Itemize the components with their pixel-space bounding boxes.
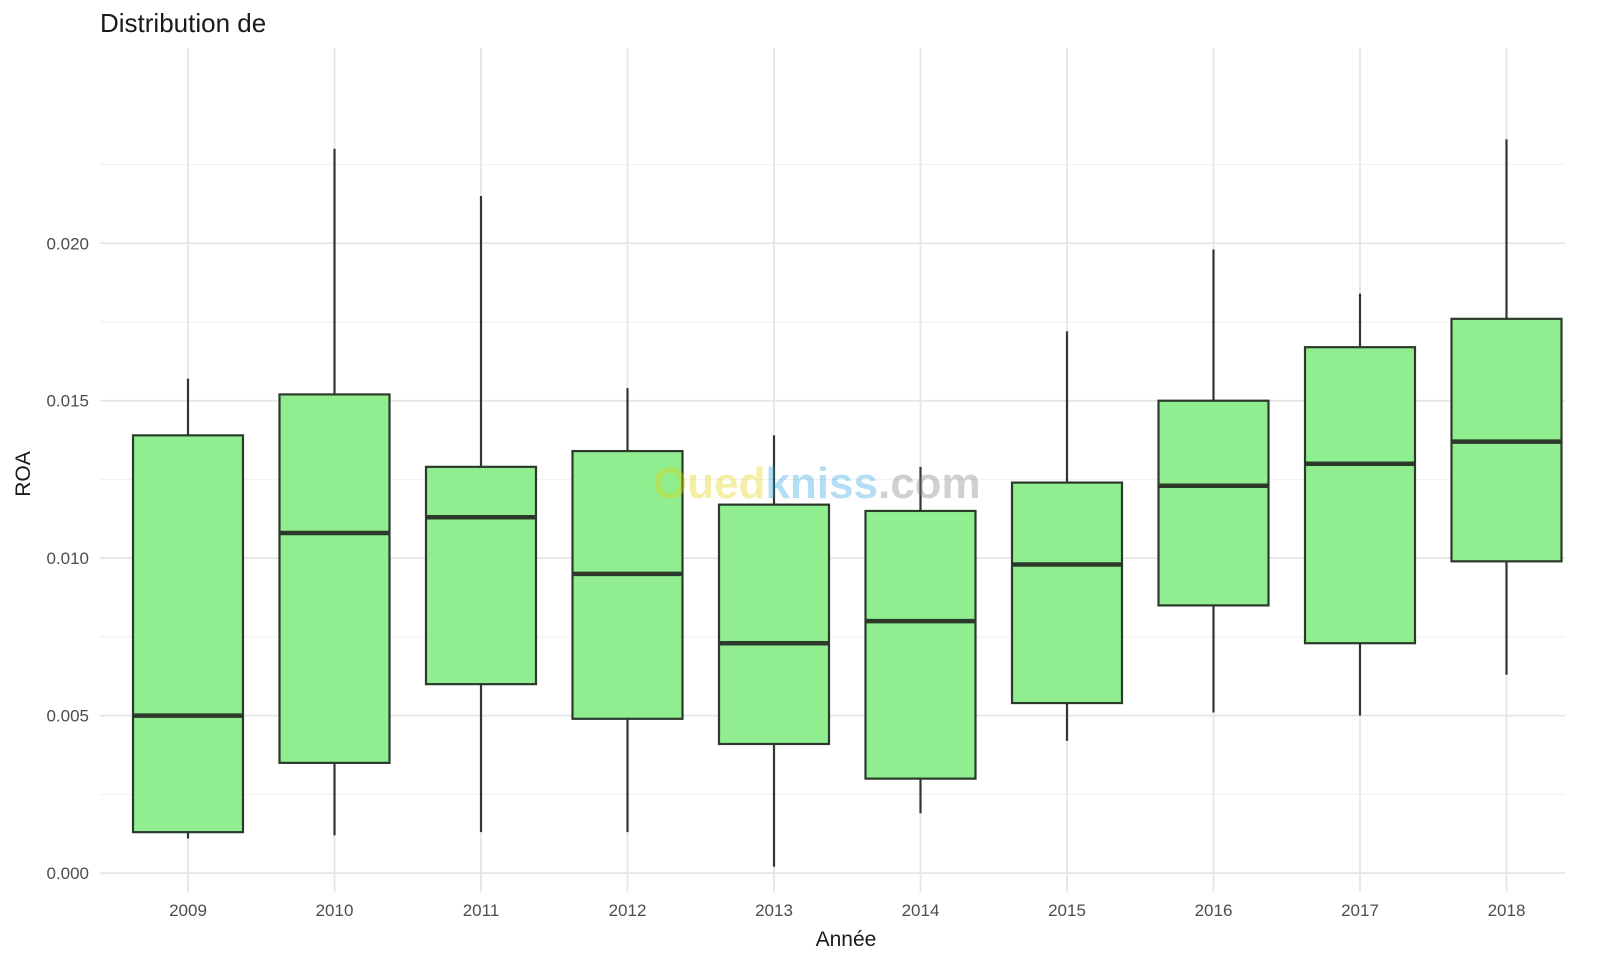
chart-title: Distribution de	[100, 8, 266, 38]
boxes-layer	[131, 139, 1563, 867]
x-tick-label: 2015	[1048, 901, 1086, 920]
box-2010	[278, 148, 391, 836]
box-body	[717, 503, 831, 746]
tick-labels: 0.000 0.005 0.010 0.015 0.020 2009 2010 2011 201…	[46, 234, 1525, 920]
box-2012	[571, 388, 684, 833]
box-body	[1303, 346, 1417, 645]
y-axis-title: ROA	[12, 451, 35, 497]
y-tick-label: 0.020	[46, 234, 89, 253]
box-2009	[131, 378, 245, 839]
y-tick-label: 0.005	[46, 707, 89, 726]
box-body	[278, 393, 391, 764]
box-body	[1157, 399, 1270, 607]
x-tick-label: 2009	[169, 901, 207, 920]
x-tick-label: 2013	[755, 901, 793, 920]
box-2015	[1010, 331, 1124, 741]
box-2013	[717, 435, 831, 867]
x-tick-label: 2017	[1341, 901, 1379, 920]
box-2014	[864, 466, 977, 814]
box-2018	[1450, 139, 1563, 675]
x-tick-label: 2016	[1195, 901, 1233, 920]
watermark-part-2: kniss	[765, 459, 878, 508]
box-2016	[1157, 249, 1270, 713]
x-tick-label: 2014	[902, 901, 940, 920]
x-tick-label: 2018	[1488, 901, 1526, 920]
y-tick-label: 0.000	[46, 864, 89, 883]
x-tick-label: 2010	[316, 901, 354, 920]
box-body	[1010, 481, 1124, 705]
box-2011	[424, 196, 538, 833]
x-axis-title: Année	[816, 928, 877, 951]
y-tick-label: 0.015	[46, 392, 89, 411]
x-tick-label: 2012	[609, 901, 647, 920]
box-2017	[1303, 293, 1417, 716]
box-body	[571, 450, 684, 720]
watermark: Ouedkniss.com	[653, 459, 981, 508]
box-body	[131, 434, 245, 834]
y-tick-label: 0.010	[46, 549, 89, 568]
box-body	[864, 509, 977, 780]
box-body	[424, 465, 538, 686]
x-tick-label: 2011	[463, 901, 500, 920]
watermark-part-3: .com	[878, 459, 981, 508]
watermark-part-1: Oued	[653, 459, 765, 508]
